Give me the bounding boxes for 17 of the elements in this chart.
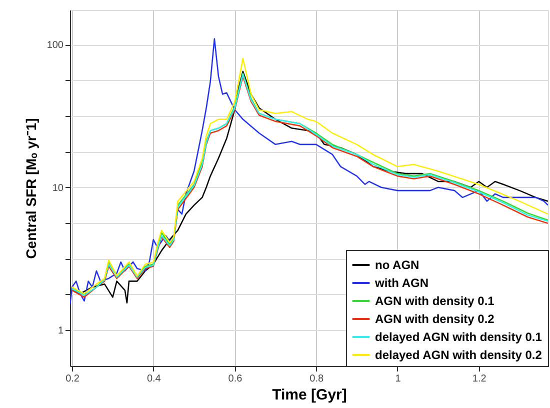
x-tick-label: 0.6 (228, 374, 243, 384)
legend-label: AGN with density 0.1 (375, 294, 495, 308)
x-tick-label: 0.2 (66, 374, 80, 384)
y-axis-title: Central SFR [Mₒ yr⁻1] (22, 118, 39, 259)
x-axis-title: Time [Gyr] (272, 386, 347, 404)
x-tick-label: 0.8 (310, 374, 324, 384)
y-tick-label: 10 (52, 182, 64, 194)
x-tick-label: 1 (395, 374, 402, 384)
legend-label: no AGN (375, 258, 420, 272)
y-tick-label: 1 (58, 326, 64, 337)
y-tick-label: 100 (46, 40, 64, 52)
legend-label: AGN with density 0.2 (375, 312, 495, 326)
legend-label: delayed AGN with density 0.2 (375, 348, 542, 362)
legend-label: delayed AGN with density 0.1 (375, 330, 542, 344)
legend-label: with AGN (374, 276, 429, 290)
x-tick-label: 0.4 (146, 374, 162, 384)
x-tick-label: 1.2 (472, 374, 487, 384)
